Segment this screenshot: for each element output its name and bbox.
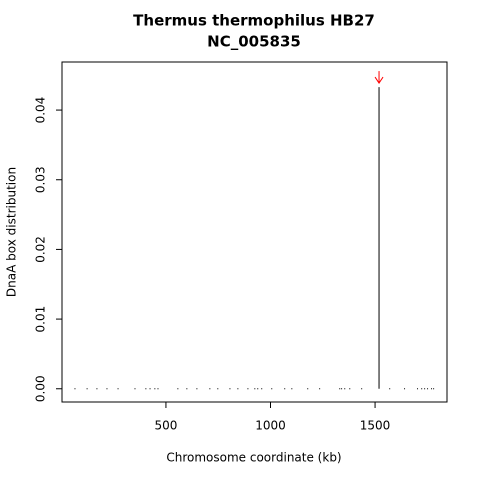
y-tick-label: 0.00 (34, 375, 48, 402)
spike (96, 388, 98, 390)
spike (431, 388, 433, 390)
spike (247, 388, 249, 390)
spike (417, 388, 419, 390)
spike (209, 388, 211, 390)
spike (404, 388, 406, 390)
spike (349, 388, 351, 390)
y-tick-label: 0.04 (34, 97, 48, 124)
arrow-head (374, 76, 384, 84)
chart-title: Thermus thermophilus HB27 (133, 12, 375, 30)
spike (424, 388, 426, 390)
spike (319, 388, 321, 390)
spike (217, 388, 219, 390)
chart-subtitle: NC_005835 (207, 33, 301, 51)
spike (361, 388, 363, 390)
spike (106, 388, 108, 390)
plot-frame (61, 61, 448, 403)
spike (74, 388, 76, 390)
y-tick-label: 0.01 (34, 306, 48, 333)
spike (86, 388, 88, 390)
spike (433, 388, 435, 390)
spike (229, 388, 231, 390)
spike (307, 388, 309, 390)
spike (117, 388, 119, 390)
spike (421, 388, 423, 390)
spike (339, 388, 341, 390)
spike (196, 388, 198, 390)
y-tick-label: 0.02 (34, 236, 48, 263)
spike (257, 388, 259, 390)
spike (261, 388, 263, 390)
x-tick-label: 500 (154, 419, 177, 433)
x-axis-label: Chromosome coordinate (kb) (166, 451, 341, 465)
spike (271, 388, 273, 390)
x-tick-label: 1000 (255, 419, 286, 433)
spike (157, 388, 159, 390)
spike (284, 388, 286, 390)
spike (177, 388, 179, 390)
spike (291, 388, 293, 390)
x-tick-label: 1500 (360, 419, 391, 433)
spike (427, 388, 429, 390)
spike (389, 388, 391, 390)
spike (237, 388, 239, 390)
spike (254, 388, 256, 390)
spike (154, 388, 156, 390)
spike (149, 388, 151, 390)
y-tick-label: 0.03 (34, 166, 48, 193)
spike (186, 388, 188, 390)
spike (341, 388, 343, 390)
spike (134, 388, 136, 390)
spike (344, 388, 346, 390)
y-axis-label: DnaA box distribution (5, 167, 19, 297)
spike (145, 388, 147, 390)
